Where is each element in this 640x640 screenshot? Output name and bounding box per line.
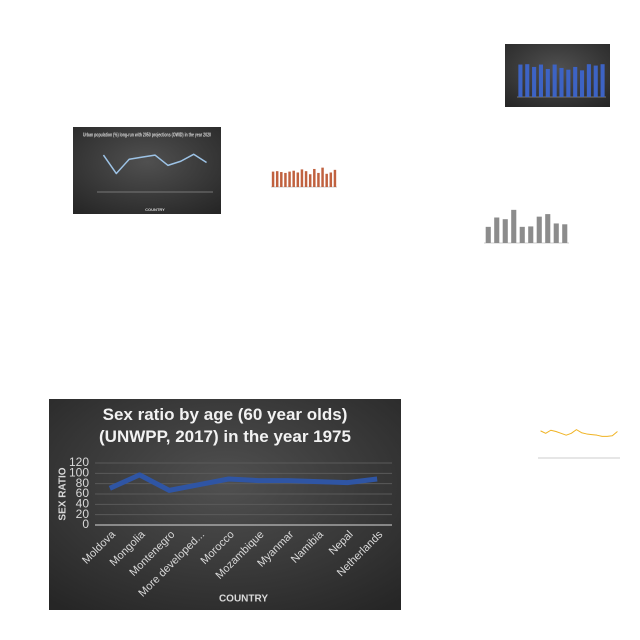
y-axis-label: SEX RATIO xyxy=(58,467,69,520)
x-axis-label: COUNTRY xyxy=(145,207,165,212)
y-tick-label: 60 xyxy=(76,486,90,500)
title-line: Sex ratio by age (60 year olds) xyxy=(103,405,348,424)
bar xyxy=(288,171,291,187)
chart-background xyxy=(73,127,221,214)
chart xyxy=(265,157,340,195)
bar xyxy=(518,64,523,97)
chart xyxy=(505,44,610,107)
chart-background xyxy=(528,415,622,470)
x-axis-label: COUNTRY xyxy=(219,594,268,605)
bar xyxy=(325,173,328,187)
bar xyxy=(321,167,324,187)
chart: Urban population (%) long-run with 2050 … xyxy=(73,127,221,214)
bar xyxy=(275,171,279,187)
chart xyxy=(470,195,575,265)
line xyxy=(108,472,378,493)
bar xyxy=(485,226,491,243)
bar xyxy=(552,64,557,97)
bar xyxy=(271,171,275,187)
chart-title: Sex ratio by age (60 year olds) (UNWPP, 2… xyxy=(99,405,351,446)
line xyxy=(540,429,618,437)
y-tick-label: 0 xyxy=(82,517,89,531)
bar xyxy=(308,174,312,187)
bar xyxy=(296,172,300,187)
bar xyxy=(593,65,598,97)
chart-title: Urban population (%) long-run with 2050 … xyxy=(83,132,211,138)
bar xyxy=(586,64,591,97)
bar xyxy=(313,168,316,187)
y-tick-label: 100 xyxy=(69,466,89,480)
bar xyxy=(494,217,500,243)
y-tick-label: 20 xyxy=(76,507,90,521)
y-tick-label: 120 xyxy=(69,455,89,469)
title-line: (UNWPP, 2017) in the year 1975 xyxy=(99,427,351,446)
bar xyxy=(566,69,571,97)
bar xyxy=(528,226,534,243)
bar xyxy=(280,172,283,187)
bar xyxy=(553,223,559,243)
y-tick-label: 80 xyxy=(76,476,90,490)
bar xyxy=(532,66,537,97)
bar xyxy=(284,172,287,187)
bar xyxy=(538,64,544,97)
bar xyxy=(573,66,578,97)
bar xyxy=(502,219,508,243)
y-tick-label: 40 xyxy=(76,497,90,511)
bar xyxy=(600,64,605,97)
bar xyxy=(300,169,304,187)
bar xyxy=(545,68,550,97)
bar xyxy=(292,170,295,187)
bar xyxy=(562,224,568,243)
bar xyxy=(536,216,542,243)
chart xyxy=(528,415,622,470)
bar xyxy=(525,64,530,97)
bar xyxy=(317,172,320,187)
bar xyxy=(545,214,551,243)
bar xyxy=(559,67,564,97)
bar xyxy=(511,209,517,243)
bar xyxy=(304,171,308,187)
bar xyxy=(519,226,525,243)
bar xyxy=(333,169,337,187)
bar xyxy=(579,70,585,97)
line xyxy=(102,153,207,175)
bar xyxy=(329,172,333,187)
chart: Sex ratio by age (60 year olds) (UNWPP, 2… xyxy=(49,399,401,610)
